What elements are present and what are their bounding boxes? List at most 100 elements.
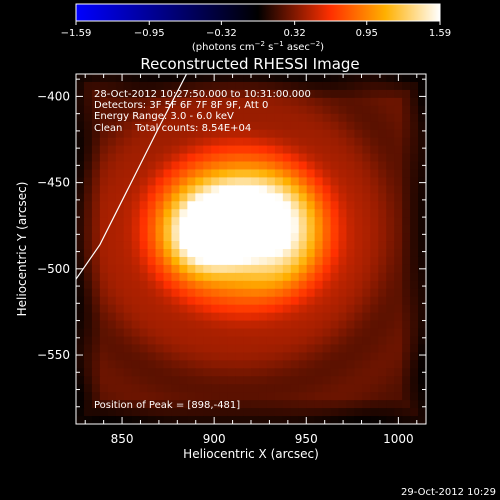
heatmap-cell	[83, 193, 93, 202]
heatmap-cell	[386, 344, 395, 353]
heatmap-cell	[306, 280, 316, 290]
heatmap-cell	[171, 352, 180, 361]
heatmap-cell	[298, 121, 308, 131]
heatmap-cell	[354, 241, 363, 250]
heatmap-cell	[394, 201, 403, 210]
heatmap-cell	[83, 97, 93, 107]
heatmap-cell	[338, 177, 347, 186]
heatmap-cell	[282, 145, 292, 155]
heatmap-cell	[211, 145, 220, 155]
heatmap-cell	[282, 249, 292, 258]
heatmap-cell	[258, 400, 268, 409]
heatmap-cell	[338, 336, 347, 345]
heatmap-cell	[402, 280, 411, 290]
heatmap-cell	[195, 81, 204, 91]
heatmap-cell	[76, 169, 85, 178]
heatmap-cell	[83, 392, 93, 401]
heatmap-cell	[107, 209, 117, 218]
heatmap-cell	[386, 264, 395, 274]
heatmap-cell	[314, 264, 324, 274]
heatmap-cell	[314, 352, 324, 361]
heatmap-cell	[131, 280, 141, 290]
heatmap-cell	[147, 416, 157, 424]
heatmap-cell	[171, 145, 180, 155]
heatmap-cell	[147, 105, 157, 115]
heatmap-cell	[155, 74, 164, 83]
heatmap-cell	[314, 74, 324, 83]
heatmap-cell	[282, 137, 292, 147]
heatmap-cell	[266, 209, 276, 218]
heatmap-cell	[99, 225, 109, 234]
heatmap-cell	[386, 312, 395, 322]
heatmap-cell	[83, 185, 93, 194]
x-tick-labels: 850 900 950 1000	[111, 432, 414, 446]
heatmap-cell	[386, 113, 395, 123]
heatmap-cell	[338, 376, 347, 385]
heatmap-cell	[123, 249, 133, 258]
heatmap-cell	[155, 225, 164, 234]
heatmap-cell	[107, 328, 117, 337]
heatmap-cell	[171, 217, 180, 226]
heatmap-cell	[123, 137, 133, 147]
heatmap-cell	[298, 89, 308, 99]
heatmap-cell	[91, 400, 101, 409]
heatmap-cell	[171, 392, 180, 401]
heatmap-cell	[83, 105, 93, 115]
heatmap-cell	[115, 225, 125, 234]
heatmap-cell	[258, 81, 268, 91]
heatmap-cell	[370, 264, 379, 274]
heatmap-cell	[282, 97, 292, 107]
heatmap-cell	[330, 416, 339, 424]
heatmap-cell	[330, 360, 339, 369]
heatmap-cell	[251, 304, 260, 314]
heatmap-cell	[179, 400, 188, 409]
heatmap-cell	[147, 328, 157, 337]
heatmap-cell	[282, 416, 292, 424]
heatmap-cell	[139, 145, 149, 155]
heatmap-cell	[219, 113, 228, 123]
heatmap-cell	[290, 241, 300, 250]
heatmap-cell	[83, 368, 93, 377]
heatmap-cell	[258, 193, 268, 202]
heatmap-cell	[322, 304, 332, 314]
heatmap-cell	[147, 89, 157, 99]
heatmap-cell	[227, 89, 236, 99]
heatmap-cell	[139, 400, 149, 409]
heatmap-cell	[163, 408, 172, 417]
heatmap-cell	[76, 416, 85, 424]
heatmap-cell	[370, 113, 379, 123]
heatmap-cell	[251, 272, 260, 282]
heatmap-cell	[195, 217, 204, 226]
heatmap-cell	[235, 416, 244, 424]
heatmap-cell	[227, 249, 236, 258]
heatmap-cell	[386, 328, 395, 337]
heatmap-cell	[282, 392, 292, 401]
heatmap-cell	[322, 249, 332, 258]
heatmap-cell	[290, 74, 300, 83]
heatmap-cell	[187, 177, 196, 186]
heatmap-cell	[314, 241, 324, 250]
heatmap-cell	[99, 153, 109, 162]
heatmap-cell	[211, 400, 220, 409]
heatmap-cell	[76, 288, 85, 298]
heatmap-cell	[179, 153, 188, 162]
heatmap-cell	[171, 320, 180, 330]
heatmap-cell	[171, 241, 180, 250]
heatmap-cell	[91, 97, 101, 107]
heatmap-cell	[410, 209, 419, 218]
heatmap-cell	[290, 416, 300, 424]
heatmap-cell	[91, 272, 101, 282]
heatmap-cell	[251, 368, 260, 377]
heatmap-cell	[139, 121, 149, 131]
heatmap-cell	[227, 137, 236, 147]
heatmap-cell	[354, 89, 363, 99]
heatmap-cell	[298, 249, 308, 258]
heatmap-cell	[418, 137, 426, 147]
heatmap-cell	[107, 312, 117, 322]
heatmap-cell	[179, 256, 188, 266]
x-tick-label: 850	[111, 432, 134, 446]
heatmap-cell	[171, 264, 180, 274]
heatmap-cell	[322, 256, 332, 266]
heatmap-cell	[410, 177, 419, 186]
heatmap-cell	[354, 304, 363, 314]
